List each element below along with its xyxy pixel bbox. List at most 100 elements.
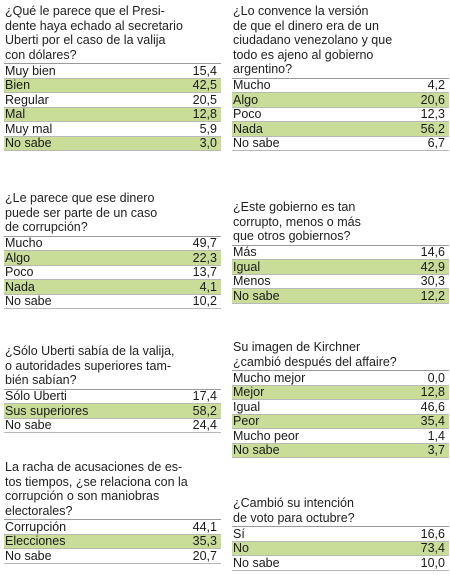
answer-row: Bien 42,5 <box>4 78 221 93</box>
answer-percentage: 20,5 <box>192 92 217 107</box>
answer-percentage: 20,6 <box>420 92 445 107</box>
answer-label: Mucho <box>5 236 43 250</box>
answer-percentage: 42,9 <box>420 259 445 274</box>
answer-row: Mucho mejor 0,0 <box>232 371 449 386</box>
answer-row: Mucho peor 1,4 <box>232 429 449 444</box>
answer-label: No sabe <box>5 136 52 150</box>
answer-row: No sabe 3,7 <box>232 443 449 458</box>
answer-label: Peor <box>233 414 260 428</box>
answer-percentage: 44,1 <box>192 519 217 534</box>
question-block-kirchner-image: Su imagen de Kirchner ¿cambió después de… <box>232 340 449 458</box>
answer-label: Poco <box>233 107 262 121</box>
answer-row: No 73,4 <box>232 541 449 556</box>
answer-label: No sabe <box>233 136 280 150</box>
answer-list: Muy bien 15,4 Bien 42,5 Regular 20,5 Mal 12,8 Mu… <box>4 63 221 151</box>
answer-label: No sabe <box>233 443 280 457</box>
answer-label: Sí <box>233 526 245 541</box>
question-title: ¿Le parece que ese dinero puede ser part… <box>5 191 158 234</box>
answer-row: Muy bien 15,4 <box>4 64 221 79</box>
answer-label: Mucho mejor <box>233 370 306 385</box>
answer-percentage: 20,7 <box>192 548 217 563</box>
question-title: Su imagen de Kirchner ¿cambió después de… <box>233 340 397 369</box>
answer-label: Menos <box>233 274 271 288</box>
answer-row: No sabe 24,4 <box>4 418 221 433</box>
answer-row: Más 14,6 <box>232 245 449 260</box>
answer-label: Muy mal <box>5 121 53 136</box>
answer-percentage: 73,4 <box>420 541 445 555</box>
answer-row: Peor 35,4 <box>232 414 449 429</box>
question-block-government-corruption: ¿Este gobierno es tan corrupto, menos o … <box>232 200 449 304</box>
answer-percentage: 17,4 <box>192 389 217 403</box>
question-block-venezuelan-version: ¿Lo convence la versión de que el dinero… <box>232 4 449 151</box>
answer-percentage: 56,2 <box>420 121 445 136</box>
answer-label: Nada <box>233 121 263 136</box>
answer-percentage: 35,4 <box>420 414 445 428</box>
answer-label: Sus superiores <box>5 403 89 418</box>
answer-row: Regular 20,5 <box>4 93 221 108</box>
answer-row: No sabe 6,7 <box>232 136 449 151</box>
answer-label: No sabe <box>5 294 52 308</box>
answer-list: Sólo Uberti 17,4 Sus superiores 58,2 No sabe… <box>4 388 221 433</box>
answer-label: Igual <box>233 399 261 414</box>
answer-label: Algo <box>233 92 259 107</box>
answer-percentage: 3,7 <box>427 443 445 457</box>
answer-percentage: 16,6 <box>420 526 445 541</box>
answer-row: Mucho 4,2 <box>232 78 449 93</box>
answer-row: Nada 4,1 <box>4 280 221 295</box>
answer-label: Mal <box>5 107 26 121</box>
answer-row: No sabe 3,0 <box>4 136 221 151</box>
answer-label: Más <box>233 245 257 259</box>
question-title: ¿Cambió su intención de voto para octubr… <box>233 496 355 525</box>
answer-label: No sabe <box>233 288 280 303</box>
answer-label: Regular <box>5 92 49 107</box>
answer-row: Menos 30,3 <box>232 274 449 289</box>
answer-row: No sabe 10,2 <box>4 294 221 309</box>
answer-row: Mejor 12,8 <box>232 385 449 400</box>
answer-percentage: 6,7 <box>427 136 445 150</box>
answer-row: Algo 22,3 <box>4 251 221 266</box>
question-title: La racha de acusaciones de es- tos tiemp… <box>5 460 188 518</box>
answer-percentage: 35,3 <box>192 534 217 548</box>
answer-label: Bien <box>5 78 31 92</box>
answer-row: No sabe 12,2 <box>232 289 449 304</box>
answer-row: Mal 12,8 <box>4 107 221 122</box>
answer-list: Mucho 49,7 Algo 22,3 Poco 13,7 Nada 4,1 No sabe 1… <box>4 235 221 309</box>
question-title: ¿Sólo Uberti sabía de la valija, o autor… <box>5 344 175 387</box>
answer-percentage: 24,4 <box>192 418 217 432</box>
question-title: ¿Qué le parece que el Presi- dente haya … <box>5 4 183 62</box>
answer-label: Corrupción <box>5 519 67 534</box>
question-block-accusations: La racha de acusaciones de es- tos tiemp… <box>4 460 221 564</box>
answer-percentage: 4,2 <box>427 78 445 92</box>
answer-percentage: 3,0 <box>199 136 217 150</box>
answer-label: No sabe <box>233 555 280 570</box>
answer-row: Poco 13,7 <box>4 265 221 280</box>
answer-label: No sabe <box>5 548 52 563</box>
answer-label: No sabe <box>5 418 52 432</box>
answer-percentage: 10,0 <box>420 555 445 570</box>
answer-percentage: 12,8 <box>192 107 217 121</box>
answer-percentage: 12,3 <box>420 107 445 121</box>
answer-percentage: 46,6 <box>420 399 445 414</box>
answer-percentage: 12,8 <box>420 385 445 399</box>
answer-row: Corrupción 44,1 <box>4 520 221 535</box>
answer-label: Sólo Uberti <box>5 389 67 403</box>
answer-label: Elecciones <box>5 534 66 548</box>
answer-label: Nada <box>5 279 35 294</box>
answer-row: Sí 16,6 <box>232 527 449 542</box>
question-block-vote-intention: ¿Cambió su intención de voto para octubr… <box>232 496 449 571</box>
answer-label: Muy bien <box>5 63 56 78</box>
question-title: ¿Lo convence la versión de que el dinero… <box>233 4 393 76</box>
answer-list: Corrupción 44,1 Elecciones 35,3 No sabe 20,7 <box>4 519 221 564</box>
answer-list: Mucho mejor 0,0 Mejor 12,8 Igual 46,6 Peor 35,4… <box>232 370 449 458</box>
answer-percentage: 0,0 <box>427 370 445 385</box>
answer-label: Igual <box>233 259 261 274</box>
answer-percentage: 49,7 <box>192 236 217 250</box>
answer-row: Igual 42,9 <box>232 260 449 275</box>
answer-row: Poco 12,3 <box>232 107 449 122</box>
answer-row: Algo 20,6 <box>232 93 449 108</box>
answer-row: Igual 46,6 <box>232 400 449 415</box>
answer-label: Poco <box>5 265 34 279</box>
answer-percentage: 30,3 <box>420 274 445 288</box>
answer-label: No <box>233 541 249 555</box>
question-title: ¿Este gobierno es tan corrupto, menos o … <box>233 200 361 243</box>
